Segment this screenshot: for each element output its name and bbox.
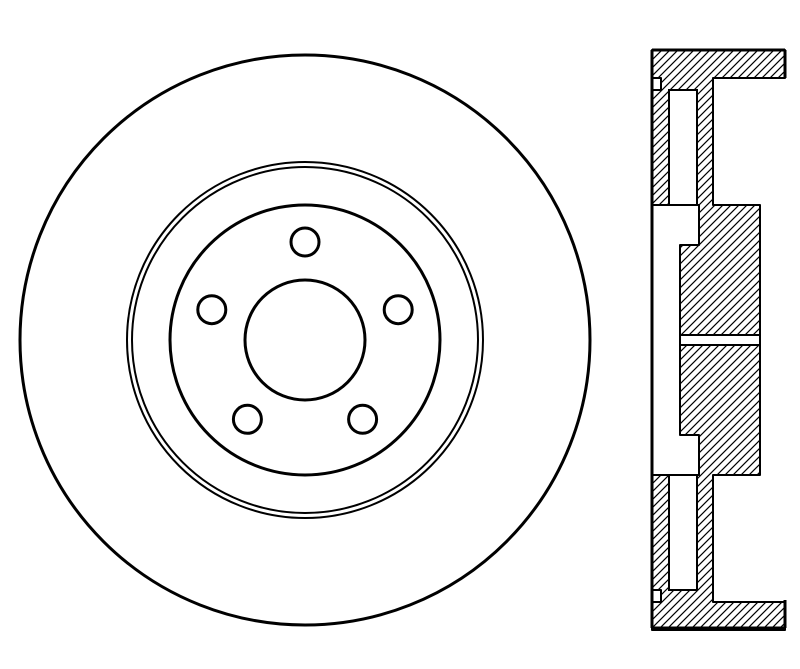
rotor-side-view [652, 50, 785, 630]
bolt-hole [198, 296, 226, 324]
bolt-hole [233, 405, 261, 433]
brake-rotor-drawing [0, 0, 800, 669]
bolt-hole [349, 405, 377, 433]
bolt-hole [291, 228, 319, 256]
bolt-hole [384, 296, 412, 324]
rotor-face-view [20, 55, 590, 625]
